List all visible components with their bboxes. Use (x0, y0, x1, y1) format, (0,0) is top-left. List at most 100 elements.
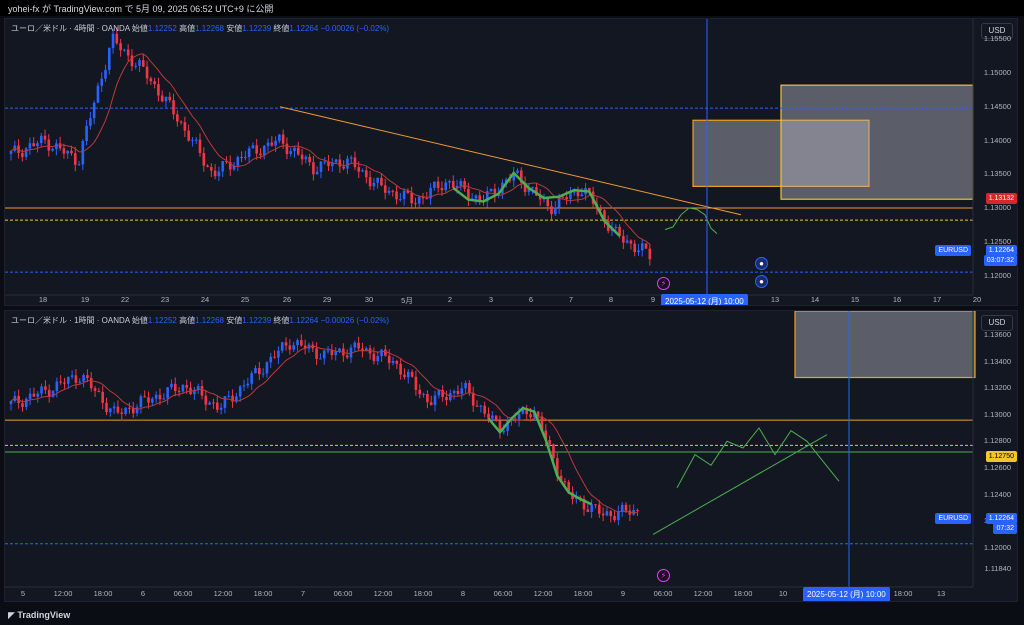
candle (414, 376, 418, 390)
candle (196, 386, 200, 390)
candle (322, 350, 326, 359)
candle (422, 394, 425, 396)
time-axis-label: 18:00 (573, 589, 593, 598)
chart-pane-1h[interactable]: ユーロ／米ドル · 1時間 · OANDA 始値1.12252 高値1.1226… (4, 310, 1018, 602)
candle (47, 139, 51, 151)
projection-path (664, 207, 718, 234)
candle (384, 349, 387, 356)
candle (315, 348, 318, 359)
candle (557, 196, 561, 208)
candle (550, 206, 553, 215)
candle (410, 192, 413, 204)
symbol-badge: EURUSD (935, 513, 971, 524)
candle (588, 188, 591, 192)
candle (40, 386, 43, 394)
lightning-icon[interactable]: ⚡ (657, 277, 670, 290)
candle (468, 382, 471, 393)
time-axis-label: 13 (936, 589, 946, 598)
candle (32, 393, 36, 397)
candle (554, 207, 557, 215)
candle (449, 393, 452, 401)
candle (426, 394, 429, 403)
candle (292, 345, 295, 350)
candle (620, 504, 624, 512)
time-axis-label: 30 (364, 295, 374, 304)
candle (357, 342, 360, 349)
candle (128, 407, 131, 409)
candle (338, 348, 341, 352)
candle (520, 170, 523, 183)
candle (135, 407, 139, 414)
candle (219, 407, 223, 410)
candle (44, 386, 47, 390)
candle (179, 121, 183, 123)
candle (346, 158, 349, 169)
candle (368, 177, 372, 187)
price-scale-label: 1.13000 (983, 203, 1011, 212)
candle (546, 198, 550, 207)
candle (154, 394, 158, 399)
candle (506, 420, 509, 431)
candle (149, 78, 153, 82)
currency-button[interactable]: USD (981, 23, 1013, 39)
candle (170, 383, 173, 388)
candle (342, 166, 345, 169)
candle (590, 504, 593, 512)
legend-symbol[interactable]: ユーロ／米ドル · 4時間 · OANDA (11, 24, 130, 33)
symbol-badge: EURUSD (935, 245, 971, 256)
candle (77, 164, 81, 166)
candle (116, 406, 120, 413)
projection-path (676, 427, 840, 489)
candle (261, 373, 265, 375)
candle (215, 402, 219, 410)
eu-flag-icon[interactable]: ● (755, 257, 768, 270)
candle (81, 141, 85, 165)
candle (244, 157, 247, 159)
candle (540, 416, 544, 431)
candle (399, 363, 402, 375)
candle (548, 440, 551, 445)
time-axis-label: 12:00 (373, 589, 393, 598)
last-price-badge: 1.12264 (985, 245, 1017, 256)
trend-line (652, 434, 828, 535)
legend-symbol[interactable]: ユーロ／米ドル · 1時間 · OANDA (11, 316, 130, 325)
wave-pattern-line (452, 170, 621, 237)
candle (618, 226, 621, 236)
candle (338, 159, 342, 167)
candle (284, 342, 288, 346)
legend-high-label: 高値 (179, 316, 196, 325)
candle (437, 389, 441, 396)
candle (269, 356, 273, 363)
candle (43, 135, 47, 140)
tradingview-logo[interactable]: ◤ TradingView (8, 610, 70, 621)
currency-button[interactable]: USD (981, 315, 1013, 331)
candle (147, 397, 150, 403)
us-flag-icon[interactable]: ● (755, 275, 768, 288)
candle (597, 504, 601, 514)
chart-pane-4h[interactable]: ユーロ／米ドル · 4時間 · OANDA 始値1.12252 高値1.1226… (4, 18, 1018, 306)
candle (266, 142, 270, 146)
candle (221, 161, 224, 172)
time-axis-label: 18 (38, 295, 48, 304)
candle (387, 190, 391, 193)
candle (162, 398, 166, 400)
time-axis-label: 17 (932, 295, 942, 304)
price-scale-label: 1.13200 (983, 383, 1011, 393)
candle (254, 368, 257, 374)
candle (296, 340, 299, 346)
lightning-icon[interactable]: ⚡ (657, 569, 670, 582)
candle (455, 185, 459, 188)
time-axis-label: 9 (650, 295, 656, 304)
candle (240, 157, 243, 159)
candle (633, 243, 636, 253)
candle (93, 388, 97, 391)
candle (246, 383, 250, 386)
candle (345, 355, 349, 358)
time-axis-label: 8 (460, 589, 466, 598)
candle (429, 402, 433, 406)
candle (105, 402, 108, 413)
chart-canvas-4h[interactable] (5, 19, 1018, 306)
legend-open-label: 始値 (131, 316, 148, 325)
chart-canvas-1h[interactable] (5, 311, 1018, 602)
candle (225, 161, 228, 163)
